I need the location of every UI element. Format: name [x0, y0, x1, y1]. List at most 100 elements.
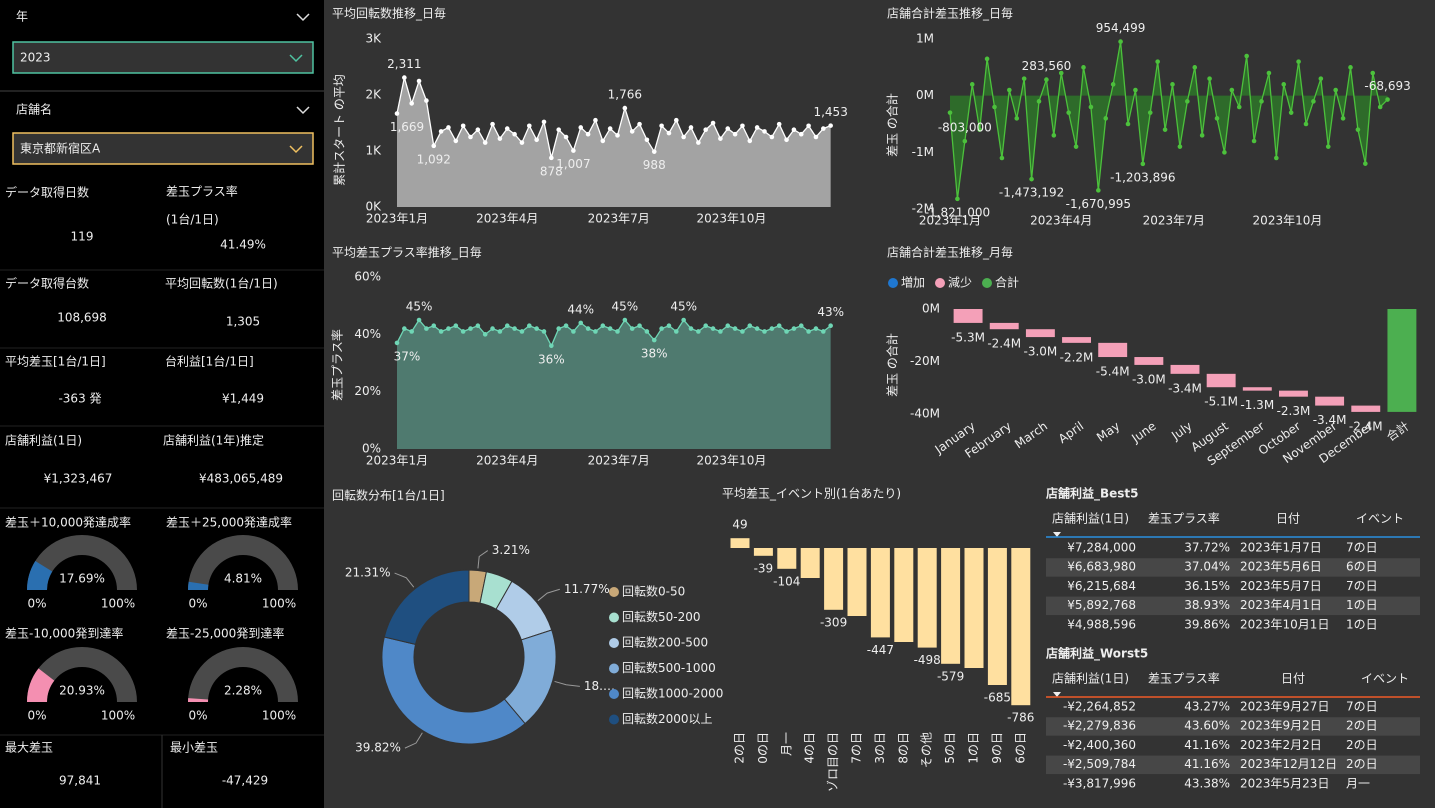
data-point	[1311, 99, 1316, 104]
data-label: -3.0M	[1023, 345, 1057, 359]
table-cell: -¥2,264,852	[1063, 700, 1136, 714]
x-tick-label: 2023年1月	[366, 212, 428, 226]
bar	[1206, 373, 1236, 388]
x-tick-label: 3の日	[873, 732, 887, 764]
table-cell: 1の日	[1346, 598, 1378, 612]
data-point	[541, 329, 547, 334]
kpi-label: データ取得日数	[5, 185, 89, 200]
kpi-value: ¥1,449	[222, 392, 264, 406]
table-cell: 41.16%	[1184, 757, 1230, 771]
table-cell: 43.27%	[1184, 700, 1230, 714]
data-point	[718, 329, 723, 334]
dropdown[interactable]	[12, 41, 314, 74]
y-axis-title: 差玉プラス率	[330, 329, 345, 401]
legend-label: 合計	[995, 275, 1019, 290]
data-point	[600, 138, 606, 144]
bar	[987, 548, 1007, 685]
data-point	[1214, 116, 1220, 121]
data-point	[622, 105, 628, 111]
data-point	[512, 131, 517, 137]
sort-icon[interactable]	[1053, 692, 1061, 697]
data-point	[527, 123, 532, 129]
data-point	[681, 134, 686, 140]
column-header: 差玉プラス率	[1148, 511, 1220, 526]
data-label: 988	[643, 158, 666, 172]
x-tick-label: 2023年1月	[366, 454, 428, 468]
data-point	[1014, 116, 1020, 121]
data-point	[1162, 127, 1168, 132]
data-point	[969, 82, 975, 87]
x-tick-label: 2023年4月	[476, 212, 538, 226]
data-point	[1125, 121, 1131, 127]
data-label: 878	[540, 164, 563, 178]
data-label: 49	[732, 518, 747, 532]
data-point	[1133, 87, 1138, 93]
data-point	[791, 127, 797, 133]
row-band	[1046, 755, 1420, 775]
data-point	[1058, 70, 1064, 76]
bar	[1242, 387, 1272, 391]
y-tick-label: -2M	[912, 202, 934, 216]
data-point	[1185, 99, 1190, 104]
data-label: -1,670,995	[1066, 197, 1131, 211]
kpi-label: 店舗利益(1日)	[5, 434, 82, 448]
gauge-track	[27, 534, 137, 590]
kpi-label: 平均差玉[1台/1日]	[5, 354, 106, 369]
data-point	[504, 323, 510, 329]
gauge-value	[187, 698, 209, 702]
data-point	[762, 329, 767, 334]
bar	[824, 548, 844, 610]
x-tick-label: 7の日	[850, 732, 864, 764]
sort-icon[interactable]	[1053, 532, 1061, 537]
data-point	[637, 121, 642, 127]
chevron[interactable]	[289, 145, 303, 154]
chevron[interactable]	[289, 54, 303, 63]
data-point	[710, 120, 716, 126]
data-label: -1,821,000	[925, 205, 990, 219]
gauge-track	[188, 647, 298, 702]
table-cell: 2023年9月27日	[1240, 700, 1329, 714]
data-point	[1288, 110, 1294, 115]
data-point	[585, 326, 591, 331]
table-cell: 41.16%	[1184, 738, 1230, 752]
chevron[interactable]	[296, 13, 310, 22]
data-point	[947, 110, 953, 115]
legend-label: 増加	[901, 276, 925, 290]
data-label: 1,092	[417, 152, 451, 166]
data-label: 954,499	[1096, 21, 1146, 35]
leader-line	[537, 588, 560, 602]
data-point	[710, 326, 716, 331]
row-band	[1046, 558, 1420, 577]
data-label: 3.21%	[492, 543, 530, 557]
bar	[964, 548, 984, 668]
data-point	[1251, 138, 1257, 144]
data-point	[659, 123, 664, 129]
chevron[interactable]	[296, 106, 310, 115]
data-label: 1,669	[390, 120, 424, 134]
data-label: -498	[914, 653, 941, 667]
data-point	[1192, 65, 1198, 70]
table-cell: 7の日	[1346, 541, 1378, 555]
data-point	[666, 323, 672, 329]
data-point	[1222, 150, 1227, 155]
data-point	[828, 323, 833, 329]
data-point	[438, 329, 444, 334]
leader-line	[554, 680, 580, 687]
dropdown[interactable]	[12, 132, 314, 165]
table-cell: 7の日	[1346, 700, 1378, 714]
data-label: 1,453	[813, 105, 847, 119]
gauge-track	[27, 646, 137, 702]
y-tick-label: -20M	[910, 354, 940, 368]
data-label: -447	[867, 643, 894, 657]
x-tick-label: 5の日	[943, 732, 957, 764]
data-point	[1110, 82, 1116, 87]
data-point	[696, 329, 701, 334]
data-point	[681, 317, 686, 323]
data-point	[1103, 116, 1109, 121]
x-tick-label: 9の日	[990, 732, 1004, 764]
data-point	[394, 340, 400, 346]
bar	[1062, 337, 1091, 343]
data-point	[593, 329, 598, 334]
column-header: イベント	[1361, 672, 1409, 686]
data-point	[1021, 76, 1027, 81]
